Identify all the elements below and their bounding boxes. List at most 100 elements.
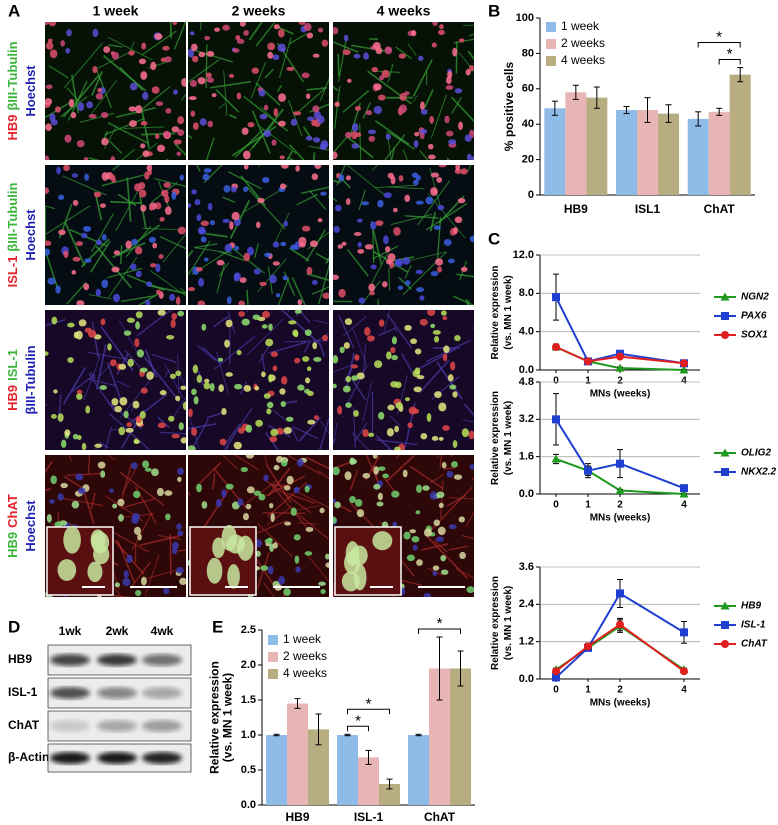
legend-label: 1 week [561, 19, 600, 33]
nucleus [101, 171, 109, 181]
fiber [95, 344, 107, 390]
fiber [409, 465, 444, 490]
nucleus [64, 429, 71, 437]
nucleus [305, 377, 311, 384]
nucleus [240, 466, 248, 473]
nucleus [196, 483, 202, 493]
nucleus [317, 115, 325, 124]
nucleus [405, 280, 411, 286]
nucleus [270, 351, 278, 358]
row-label-part: ISL-1 [5, 256, 20, 288]
nucleus [438, 29, 445, 36]
nucleus [290, 507, 297, 517]
fiber [196, 165, 201, 172]
nucleus [71, 270, 77, 275]
nucleus [280, 165, 289, 169]
nucleus [373, 105, 382, 115]
y-tick-label: 1.6 [519, 451, 534, 463]
nucleus [423, 528, 432, 537]
nucleus [45, 84, 53, 90]
fiber [451, 96, 462, 114]
inset-cell [57, 559, 77, 581]
nucleus [423, 592, 432, 597]
fiber [66, 472, 104, 477]
nucleus [142, 460, 150, 469]
nucleus [134, 589, 142, 597]
nucleus [175, 296, 181, 305]
nucleus [258, 89, 266, 97]
fiber [446, 157, 451, 160]
nucleus [413, 386, 422, 393]
fiber [141, 110, 150, 149]
fiber [110, 200, 141, 204]
nucleus [333, 383, 337, 389]
nucleus [190, 110, 196, 117]
nucleus [126, 554, 133, 564]
nucleus [131, 238, 138, 245]
fiber [429, 212, 437, 232]
y-tick-label: 0.0 [519, 673, 534, 685]
x-tick-label: HB9 [285, 810, 309, 824]
fiber [267, 467, 291, 497]
nucleus [173, 89, 178, 95]
nucleus [233, 273, 240, 282]
fiber [164, 369, 170, 378]
nucleus [224, 339, 230, 348]
nucleus [140, 387, 148, 394]
nucleus [339, 346, 345, 354]
nucleus [366, 335, 375, 342]
fiber [362, 343, 367, 378]
y-tick-label: 0.5 [241, 764, 256, 776]
lane-label: 2wk [106, 624, 129, 638]
nucleus [394, 446, 401, 450]
fiber [181, 93, 186, 101]
nucleus [241, 127, 249, 135]
nucleus [305, 527, 314, 532]
nucleus [279, 183, 287, 190]
marker [616, 352, 624, 361]
nucleus [225, 483, 234, 490]
nucleus [85, 405, 91, 414]
nucleus [429, 491, 438, 500]
x-tick-label: 2 [617, 500, 623, 511]
nucleus [468, 65, 474, 72]
nucleus [448, 139, 457, 145]
fiber [346, 249, 369, 277]
nucleus [399, 92, 407, 101]
nucleus [57, 493, 64, 501]
nucleus [239, 277, 247, 284]
fiber [306, 86, 327, 91]
nucleus [138, 58, 147, 65]
fiber [268, 341, 307, 354]
fiber [169, 22, 172, 39]
nucleus [416, 287, 424, 293]
nucleus [135, 105, 143, 114]
nucleus [247, 246, 254, 256]
x-tick-label: 0 [553, 685, 559, 696]
fiber [139, 534, 180, 547]
inset-cell [353, 564, 367, 591]
nucleus [264, 538, 273, 544]
x-tick-label: 2 [617, 376, 623, 387]
marker [721, 331, 729, 339]
nucleus [140, 120, 148, 126]
nucleus [460, 266, 468, 272]
fiber [60, 96, 88, 118]
nucleus [367, 129, 377, 135]
y-tick-label: 0.0 [519, 488, 534, 500]
nucleus [333, 466, 340, 476]
nucleus [177, 530, 184, 537]
fiber [89, 240, 111, 273]
nucleus [72, 199, 79, 206]
marker [615, 363, 625, 372]
nucleus [356, 372, 365, 380]
nucleus [128, 106, 137, 112]
nucleus [123, 330, 132, 336]
nucleus [257, 197, 265, 204]
nucleus [239, 22, 246, 27]
fiber [159, 236, 186, 250]
nucleus [278, 120, 286, 127]
nucleus [101, 137, 109, 146]
fiber [104, 117, 146, 136]
fiber [419, 150, 429, 160]
